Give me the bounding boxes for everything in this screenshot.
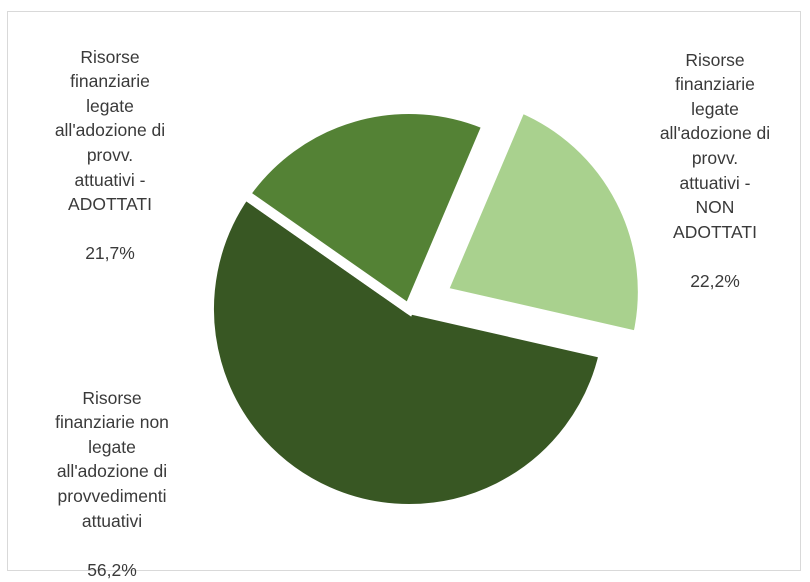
slice-value-label: 22,2% xyxy=(690,270,740,291)
slice-label-adottati: Risorse finanziarie legate all'adozione … xyxy=(20,20,200,266)
slice-value-label: 21,7% xyxy=(85,243,135,264)
slice-label-text: Risorse finanziarie legate all'adozione … xyxy=(54,46,166,215)
pie-slice-non-adottati xyxy=(435,101,648,343)
slice-label-non-adottati: Risorse finanziarie legate all'adozione … xyxy=(620,23,810,294)
pie-slice-adottati xyxy=(238,104,494,317)
slice-value-label: 56,2% xyxy=(87,559,137,580)
slice-label-text: Risorse finanziarie non legate all'adozi… xyxy=(55,387,169,531)
pie-slice-non-legate xyxy=(204,187,610,514)
slice-label-non-legate: Risorse finanziarie non legate all'adozi… xyxy=(12,361,212,582)
slice-label-text: Risorse finanziarie legate all'adozione … xyxy=(659,49,771,242)
